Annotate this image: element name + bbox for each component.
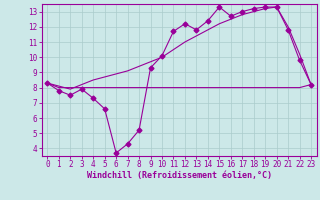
X-axis label: Windchill (Refroidissement éolien,°C): Windchill (Refroidissement éolien,°C) xyxy=(87,171,272,180)
